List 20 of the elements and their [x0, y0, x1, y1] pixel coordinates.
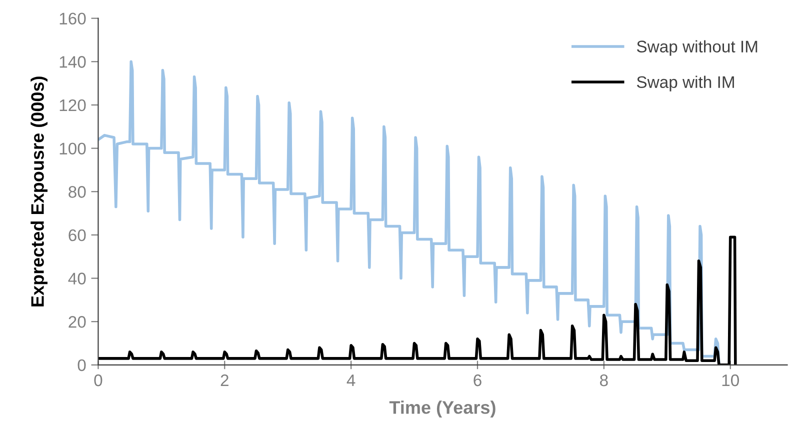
legend-label: Swap with IM [636, 76, 734, 92]
y-tick-label: 80 [68, 186, 86, 198]
line-series [98, 236, 737, 365]
x-tick-label: 0 [94, 374, 102, 386]
legend-label: Swap without IM [636, 40, 758, 56]
x-tick-label: 6 [474, 374, 482, 386]
y-tick-label: 40 [68, 272, 86, 284]
x-axis-title: Time (Years) [389, 400, 496, 418]
y-axis-title: Exprected Expousre (000s) [30, 76, 48, 306]
y-tick-label: 160 [60, 12, 86, 25]
y-tick-label: 140 [60, 56, 86, 68]
y-tick-label: 20 [68, 316, 86, 328]
y-tick-label: 100 [60, 142, 86, 154]
y-tick-label: 60 [68, 229, 86, 242]
x-tick-label: 8 [600, 374, 608, 386]
x-tick-label: 2 [220, 374, 228, 386]
y-tick-label: 0 [78, 359, 86, 372]
x-tick-label: 10 [722, 374, 739, 386]
x-tick-label: 4 [346, 374, 356, 386]
y-tick-label: 120 [60, 99, 86, 112]
